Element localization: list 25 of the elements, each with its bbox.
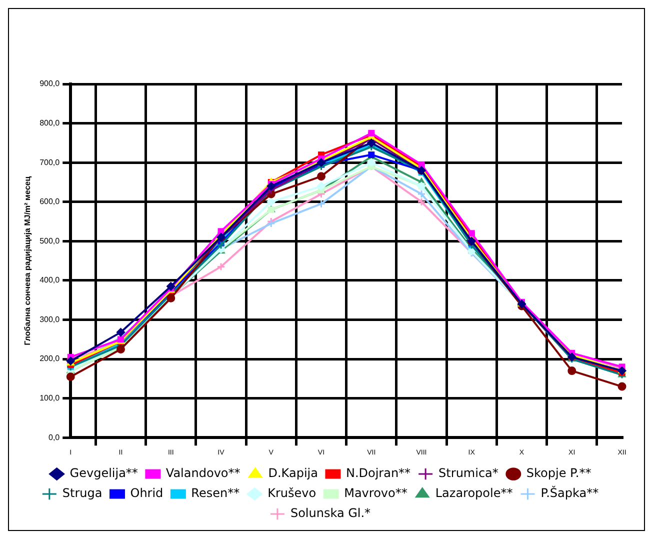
y-tick-label: 300,0 [40, 314, 60, 324]
legend-label: P.Šapka** [540, 485, 599, 500]
legend-label: N.Dojran** [346, 466, 411, 480]
y-tick-label: 200,0 [40, 354, 60, 364]
y-tick-label: 500,0 [40, 236, 60, 246]
legend-label: Resen** [191, 486, 240, 500]
y-tick-label: 700,0 [40, 158, 60, 167]
y-axis-title: Глобална сончева радијација MJ/m² месец [23, 176, 32, 346]
y-tick-label: 900,0 [40, 79, 60, 88]
legend-label: Strumica* [438, 466, 498, 480]
y-tick-label: 0,0 [48, 432, 60, 442]
legend-label: Ohrid [130, 486, 164, 500]
y-tick-label: 600,0 [40, 197, 60, 206]
legend-label: Skopje P.** [526, 466, 592, 480]
legend-label: D.Kapija [268, 466, 318, 480]
legend-label: Gevgelija** [70, 466, 138, 480]
y-tick-label: 100,0 [40, 394, 60, 403]
legend-label: Solunska Gl.* [290, 506, 371, 520]
y-tick-label: 400,0 [40, 276, 60, 285]
legend-label: Struga [62, 486, 102, 500]
legend-label: Mavrovo** [344, 486, 408, 500]
y-tick-label: 800,0 [40, 118, 60, 128]
legend-label: Kruševo [268, 486, 316, 500]
legend-label: Lazaropole** [435, 486, 513, 500]
legend-label: Valandovo** [166, 466, 240, 480]
